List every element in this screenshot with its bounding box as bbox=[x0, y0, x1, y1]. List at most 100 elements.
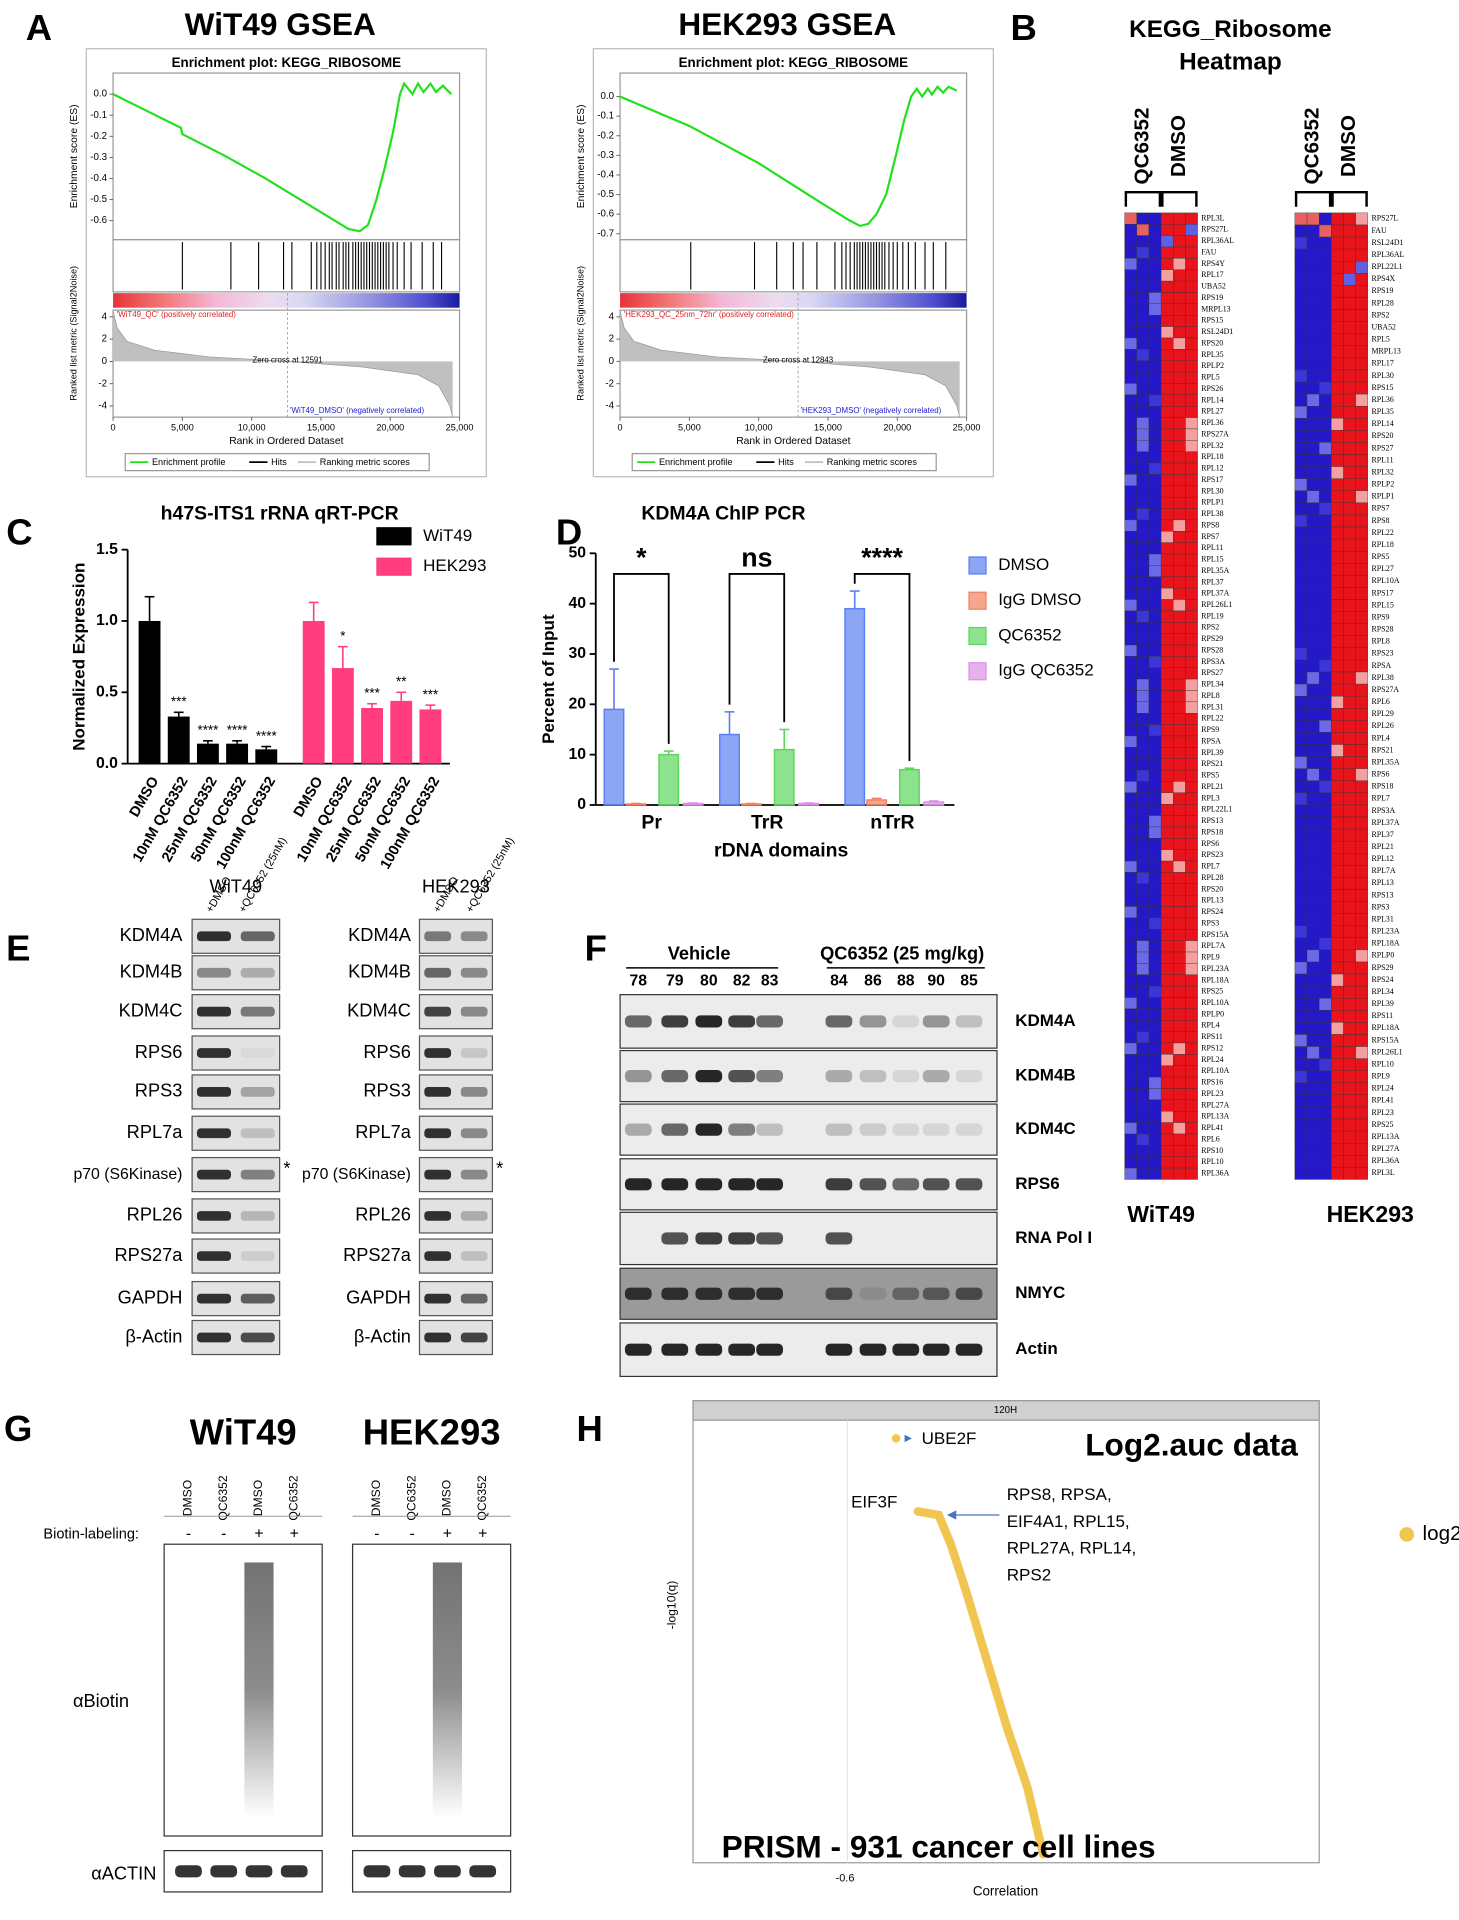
heatmap-cell bbox=[1318, 1022, 1332, 1035]
gene-label: RPLP0 bbox=[1201, 1009, 1224, 1018]
significance: *** bbox=[364, 686, 380, 701]
heatmap-cell bbox=[1136, 599, 1150, 612]
blot-row-label: RPS6 bbox=[135, 1041, 183, 1062]
gene-label: RPLP2 bbox=[1371, 480, 1394, 489]
band bbox=[424, 1332, 452, 1343]
labeling-sign: - bbox=[374, 1526, 379, 1543]
heatmap-cell bbox=[1148, 678, 1162, 691]
heatmap-cell bbox=[1185, 713, 1198, 725]
heatmap-cell bbox=[1331, 732, 1344, 745]
significance: **** bbox=[256, 728, 277, 743]
heatmap-cell bbox=[1306, 526, 1320, 540]
rank-frame bbox=[112, 309, 461, 418]
heatmap-cell bbox=[1148, 1054, 1162, 1066]
heatmap-cell bbox=[1331, 369, 1344, 383]
x-tick-label: 15,000 bbox=[307, 422, 335, 432]
heatmap-cell bbox=[1136, 610, 1150, 623]
heatmap-cell bbox=[1343, 285, 1356, 298]
lane-label: DMSO bbox=[369, 1480, 383, 1516]
heatmap-cell bbox=[1136, 508, 1150, 521]
gene-label: RPS3A bbox=[1371, 806, 1395, 815]
heatmap-cell bbox=[1148, 224, 1162, 236]
heatmap-cell bbox=[1294, 1155, 1308, 1168]
heatmap-cell bbox=[1306, 865, 1320, 878]
heatmap-cell bbox=[1355, 840, 1368, 854]
labeling-sign: - bbox=[186, 1526, 191, 1543]
heatmap-cell bbox=[1124, 280, 1137, 293]
heatmap-cell bbox=[1124, 838, 1137, 850]
heatmap-cell bbox=[1343, 1082, 1356, 1096]
heatmap-cell bbox=[1173, 656, 1186, 668]
heatmap-cell bbox=[1160, 349, 1174, 361]
lane-label: DMSO bbox=[181, 1480, 195, 1516]
heatmap-cell bbox=[1306, 406, 1320, 419]
heatmap-cell bbox=[1355, 345, 1368, 359]
band bbox=[892, 1287, 920, 1300]
error-bar bbox=[338, 645, 348, 669]
gene-label: RPL22L1 bbox=[1201, 805, 1232, 814]
heatmap-cell bbox=[1343, 514, 1356, 528]
heatmap-cell bbox=[1355, 321, 1368, 334]
heatmap-cell bbox=[1331, 1106, 1344, 1120]
heatmap-cell bbox=[1331, 1046, 1344, 1059]
heatmap-cell bbox=[1136, 815, 1150, 828]
heatmap-cell bbox=[1355, 744, 1368, 757]
heatmap-cell bbox=[1148, 826, 1162, 839]
band bbox=[624, 1287, 652, 1300]
heatmap-cell bbox=[1306, 1082, 1320, 1096]
gene-label: RPS23 bbox=[1201, 850, 1223, 859]
gene-label: RPS25 bbox=[1201, 987, 1223, 996]
heatmap-cell bbox=[1185, 690, 1198, 703]
heatmap-cell bbox=[1294, 430, 1308, 443]
gene-label: RPL38 bbox=[1371, 673, 1393, 682]
blot-row-label: RPL26 bbox=[127, 1204, 183, 1225]
heatmap-cell bbox=[1318, 1106, 1332, 1120]
heatmap-cell bbox=[1124, 1065, 1137, 1078]
heatmap-cell bbox=[1124, 1156, 1137, 1169]
heatmap-cell bbox=[1343, 345, 1356, 359]
band bbox=[240, 1087, 275, 1097]
heatmap-cell bbox=[1306, 273, 1320, 286]
gene-label: RPL37A bbox=[1371, 818, 1399, 827]
heatmap-cell bbox=[1160, 1111, 1174, 1123]
heatmap-cell bbox=[1124, 246, 1137, 259]
gene-label: RPS7 bbox=[1201, 532, 1219, 541]
heatmap-cell bbox=[1185, 224, 1198, 236]
bar bbox=[196, 743, 219, 764]
heatmap-cell bbox=[1294, 466, 1308, 479]
heatmap-cell bbox=[1148, 587, 1162, 600]
heatmap-cell bbox=[1294, 913, 1308, 926]
heatmap-cell bbox=[1331, 1118, 1344, 1132]
heatmap-cell bbox=[1343, 635, 1356, 649]
x-tick-label: -0.6 bbox=[836, 1872, 855, 1884]
y-axis-label: Enrichment score (ES) bbox=[69, 104, 80, 208]
error-bar bbox=[396, 691, 407, 701]
gene-label: RPL36A bbox=[1201, 1169, 1229, 1178]
heatmap-cell bbox=[1173, 951, 1186, 964]
heatmap-cell bbox=[1318, 357, 1332, 371]
heatmap-cell bbox=[1160, 315, 1174, 327]
gene-label: RPS6 bbox=[1201, 839, 1219, 848]
y-tick-label: -0.4 bbox=[90, 173, 107, 184]
heatmap-cell bbox=[1148, 1042, 1162, 1055]
y-tick-label: 2 bbox=[609, 334, 614, 345]
heatmap-cell bbox=[1331, 949, 1344, 963]
heatmap-cell bbox=[1124, 565, 1137, 577]
lane-label: 83 bbox=[761, 972, 779, 989]
heatmap-cell bbox=[1355, 804, 1368, 818]
gene-label: RPS23 bbox=[1371, 649, 1393, 658]
gene-label: RPL32 bbox=[1201, 441, 1223, 450]
band bbox=[363, 1865, 391, 1878]
hits-frame bbox=[619, 239, 968, 293]
heatmap-cell bbox=[1318, 1167, 1332, 1180]
heatmap-cell bbox=[1306, 659, 1320, 673]
chart-title: Log2.auc data bbox=[1085, 1426, 1298, 1462]
blot-row-label: RPS6 bbox=[363, 1041, 411, 1062]
heatmap-cell bbox=[1294, 973, 1308, 987]
heatmap-cell bbox=[1173, 929, 1186, 941]
gene-label: RPS16 bbox=[1201, 1078, 1223, 1087]
heatmap-cell bbox=[1343, 1167, 1356, 1180]
heatmap-cell bbox=[1124, 1008, 1137, 1021]
heatmap-cell bbox=[1318, 1155, 1332, 1168]
heatmap-cell bbox=[1124, 929, 1137, 941]
